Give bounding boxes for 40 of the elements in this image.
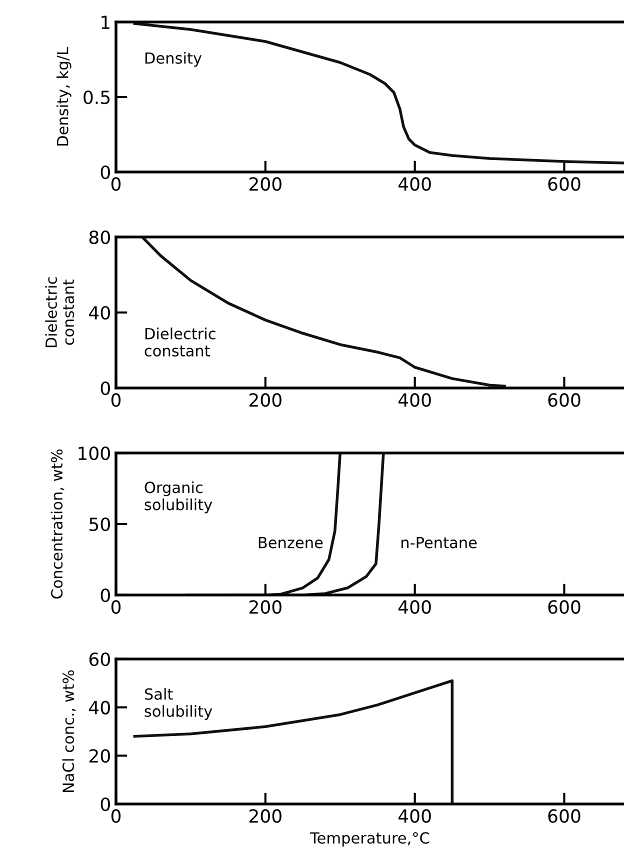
x-tick-label: 400 (398, 600, 431, 614)
y-tick-label: 40 (89, 306, 110, 320)
x-tick-label: 0 (111, 393, 121, 407)
x-tick-label: 0 (111, 809, 121, 823)
x-tick-label: 600 (548, 809, 580, 823)
x-tick-label: 600 (548, 600, 580, 614)
x-tick-label: 400 (398, 177, 431, 191)
annotation: Dielectric constant (144, 328, 216, 357)
x-tick-label: 600 (548, 393, 580, 407)
y-tick-label: 80 (89, 230, 110, 244)
y-tick-label: 0 (100, 381, 110, 396)
y-tick-label: 60 (89, 652, 110, 666)
y-axis-title: Concentration, wt% (50, 449, 64, 599)
x-tick-label: 200 (250, 393, 282, 407)
x-tick-label: 0 (111, 177, 121, 191)
x-tick-label: 200 (250, 600, 282, 614)
annotation: Organic solubility (144, 481, 212, 514)
x-tick-label: 600 (548, 177, 580, 191)
y-axis-title: Density, kg/L (56, 47, 72, 146)
y-tick-label: 0.5 (84, 90, 110, 104)
y-tick-label: 100 (78, 446, 110, 460)
y-tick-label: 0 (100, 797, 110, 812)
y-tick-label: 20 (89, 749, 110, 763)
y-tick-label: 40 (89, 700, 110, 714)
x-axis-title: Temperature,°C (310, 832, 430, 847)
x-tick-label: 400 (398, 393, 431, 407)
y-tick-label: 0 (100, 588, 110, 602)
annotation: Density (145, 52, 202, 67)
x-tick-label: 400 (398, 809, 431, 823)
x-tick-label: 0 (111, 600, 121, 614)
series-label: Benzene (258, 536, 323, 548)
y-tick-label: 1 (102, 16, 110, 29)
y-axis-title: Dielectric constant (45, 277, 74, 348)
y-tick-label: 0 (100, 165, 110, 180)
annotation: Salt solubility (144, 688, 212, 720)
x-tick-label: 200 (250, 177, 282, 191)
x-tick-label: 200 (250, 809, 282, 823)
y-tick-label: 50 (90, 517, 110, 532)
series-label: n-Pentane (402, 536, 477, 548)
y-axis-title: NaCl conc., wt% (62, 670, 76, 792)
